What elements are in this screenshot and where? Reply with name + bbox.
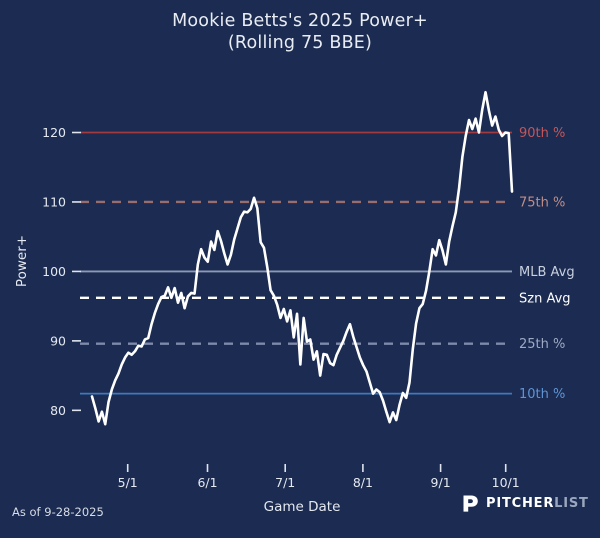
y-tick-label: 100 bbox=[42, 264, 66, 279]
as-of-note: As of 9-28-2025 bbox=[12, 505, 104, 519]
logo-text-list: LIST bbox=[554, 496, 589, 511]
y-axis-title: Power+ bbox=[14, 235, 30, 287]
reference-label-90th: 90th % bbox=[519, 126, 565, 141]
y-tick-label: 80 bbox=[50, 403, 66, 418]
y-tick-label: 120 bbox=[42, 125, 66, 140]
chart-title: Mookie Betts's 2025 Power+ (Rolling 75 B… bbox=[0, 10, 600, 54]
x-tick-label: 5/1 bbox=[118, 475, 138, 490]
x-tick-label: 9/1 bbox=[431, 475, 451, 490]
reference-label-mlb-avg: MLB Avg bbox=[519, 265, 575, 280]
x-tick-label: 7/1 bbox=[275, 475, 295, 490]
y-tick-label: 110 bbox=[42, 194, 66, 209]
x-tick-label: 10/1 bbox=[492, 475, 520, 490]
pitcherlist-wordmark: PITCHERLIST bbox=[486, 496, 589, 511]
x-tick-label: 8/1 bbox=[353, 475, 373, 490]
reference-label-75th: 75th % bbox=[519, 195, 565, 210]
x-axis-title: Game Date bbox=[264, 499, 341, 515]
reference-label-szn-avg: Szn Avg bbox=[519, 291, 571, 306]
chart-title-main: Mookie Betts's 2025 Power+ bbox=[172, 11, 428, 31]
pitcherlist-logo: PITCHERLIST bbox=[462, 494, 589, 513]
x-tick-label: 6/1 bbox=[197, 475, 217, 490]
y-tick-label: 90 bbox=[50, 333, 66, 348]
reference-label-10th: 10th % bbox=[519, 387, 565, 402]
pitcherlist-p-mark bbox=[463, 495, 478, 512]
reference-label-25th: 25th % bbox=[519, 337, 565, 352]
chart-subtitle: (Rolling 75 BBE) bbox=[227, 33, 373, 53]
logo-text-pitcher: PITCHER bbox=[486, 496, 555, 511]
data-series-line bbox=[90, 90, 514, 426]
